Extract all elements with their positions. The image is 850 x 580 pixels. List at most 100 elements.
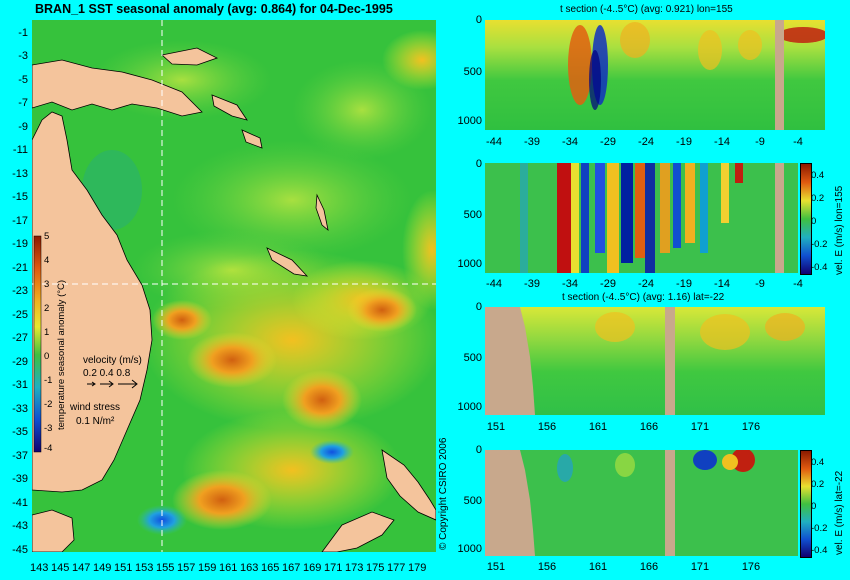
lon-tick: 173 xyxy=(345,562,364,574)
panel1-x-tick: -14 xyxy=(714,136,730,148)
panel3-x-tick: 156 xyxy=(537,421,557,433)
panel4-velocity-section xyxy=(485,450,798,556)
panel3-x-tick: 151 xyxy=(486,421,506,433)
panel4-x-tick: 156 xyxy=(537,561,557,573)
lon-tick: 151 xyxy=(114,562,133,574)
panel1-x-tick: -4 xyxy=(793,136,803,148)
lat-tick: -33 xyxy=(12,403,28,415)
panel1-title: t section (-4..5°C) (avg: 0.921) lon=155 xyxy=(560,4,733,15)
lat-tick: -21 xyxy=(12,262,28,274)
colorbar-tick: 3 xyxy=(44,279,50,290)
panel4-x-tick: 166 xyxy=(639,561,659,573)
colorbar-tick: 1 xyxy=(44,327,50,338)
lat-tick: -5 xyxy=(18,74,28,86)
panel4-x-tick: 161 xyxy=(588,561,608,573)
panel4-depth-tick: 500 xyxy=(463,495,482,507)
panel3-depth-tick: 500 xyxy=(463,352,482,364)
lat-tick: -41 xyxy=(12,497,28,509)
panel2-x-tick: -4 xyxy=(793,278,803,290)
panel2-colorbar-tick: -0.4 xyxy=(811,262,828,273)
colorbar-tick: -3 xyxy=(44,423,53,434)
panel1-temperature-section xyxy=(485,20,825,130)
panel4-svg xyxy=(485,450,798,556)
lat-tick: -43 xyxy=(12,520,28,532)
lon-tick: 169 xyxy=(303,562,322,574)
panel3-x-tick: 161 xyxy=(588,421,608,433)
colorbar-tick: -1 xyxy=(44,375,53,386)
panel4-colorbar-tick: 0.2 xyxy=(811,479,825,490)
sst-colorbar xyxy=(33,235,42,453)
panel1-x-tick: -19 xyxy=(676,136,692,148)
panel2-x-tick: -39 xyxy=(524,278,540,290)
colorbar-label: temperature seasonal anomaly (°C) xyxy=(56,279,67,430)
panel2-depth-tick: 500 xyxy=(463,209,482,221)
panel4-depth-tick: 1000 xyxy=(457,543,482,555)
panel3-depth-tick: 0 xyxy=(475,301,482,313)
velocity-values: 0.2 0.4 0.8 xyxy=(83,368,131,379)
panel1-x-tick: -39 xyxy=(524,136,540,148)
lon-tick: 153 xyxy=(135,562,154,574)
panel1-x-tick: -34 xyxy=(562,136,578,148)
panel4-side-label: vel. E (m/s) lat=-22 xyxy=(834,470,845,555)
lat-tick: -45 xyxy=(12,544,28,556)
panel1-depth-tick: 0 xyxy=(475,14,482,26)
panel1-depth-tick: 1000 xyxy=(457,115,482,127)
lat-tick: -25 xyxy=(12,309,28,321)
panel1-x-tick: -44 xyxy=(486,136,502,148)
lon-tick: 165 xyxy=(261,562,280,574)
panel3-x-tick: 176 xyxy=(741,421,761,433)
lon-tick: 147 xyxy=(72,562,91,574)
lon-tick: 155 xyxy=(156,562,175,574)
lat-tick: -39 xyxy=(12,473,28,485)
lat-tick: -29 xyxy=(12,356,28,368)
panel2-colorbar-tick: -0.2 xyxy=(811,239,828,250)
colorbar-tick: -4 xyxy=(44,443,53,454)
panel2-colorbar-tick: 0 xyxy=(811,216,817,227)
colorbar-tick: 2 xyxy=(44,303,50,314)
main-title: BRAN_1 SST seasonal anomaly (avg: 0.864)… xyxy=(35,2,393,16)
panel2-x-tick: -44 xyxy=(486,278,502,290)
lat-tick: -15 xyxy=(12,191,28,203)
panel3-temperature-section xyxy=(485,307,825,415)
panel4-x-tick: 171 xyxy=(690,561,710,573)
panel3-depth-tick: 1000 xyxy=(457,401,482,413)
lon-tick: 149 xyxy=(93,562,112,574)
lon-tick: 177 xyxy=(387,562,406,574)
lat-tick: -37 xyxy=(12,450,28,462)
panel3-title: t section (-4..5°C) (avg: 1.16) lat=-22 xyxy=(562,292,725,303)
panel2-x-tick: -34 xyxy=(562,278,578,290)
panel1-depth-tick: 500 xyxy=(463,66,482,78)
panel2-x-tick: -14 xyxy=(714,278,730,290)
panel2-x-tick: -29 xyxy=(600,278,616,290)
wind-stress-label: wind stress xyxy=(70,402,121,413)
colorbar-tick: 5 xyxy=(44,231,50,242)
colorbar-tick: -2 xyxy=(44,399,53,410)
lat-tick: -19 xyxy=(12,238,28,250)
panel2-depth-tick: 1000 xyxy=(457,258,482,270)
panel2-svg xyxy=(485,163,798,273)
lon-tick: 143 xyxy=(30,562,49,574)
lat-tick: -23 xyxy=(12,285,28,297)
panel2-colorbar xyxy=(800,163,812,275)
lon-tick: 159 xyxy=(198,562,217,574)
lat-tick: -7 xyxy=(18,97,28,109)
lat-tick: -13 xyxy=(12,168,28,180)
lon-tick: 163 xyxy=(240,562,259,574)
colorbar-tick: 0 xyxy=(44,351,50,362)
panel2-velocity-section xyxy=(485,163,798,273)
colorbar-tick: 4 xyxy=(44,255,50,266)
lat-tick: -3 xyxy=(18,50,28,62)
panel2-x-tick: -19 xyxy=(676,278,692,290)
panel4-colorbar-tick: -0.4 xyxy=(811,545,828,556)
panel4-colorbar-tick: 0.4 xyxy=(811,457,825,468)
map-svg xyxy=(32,20,436,552)
panel2-depth-tick: 0 xyxy=(475,158,482,170)
lon-tick: 175 xyxy=(366,562,385,574)
panel4-x-tick: 151 xyxy=(486,561,506,573)
panel4-x-tick: 176 xyxy=(741,561,761,573)
panel2-side-label: vel. E (m/s) lon=155 xyxy=(834,185,845,275)
panel2-colorbar-tick: 0.4 xyxy=(811,170,825,181)
panel1-x-tick: -9 xyxy=(755,136,765,148)
panel3-x-tick: 166 xyxy=(639,421,659,433)
panel1-x-tick: -29 xyxy=(600,136,616,148)
